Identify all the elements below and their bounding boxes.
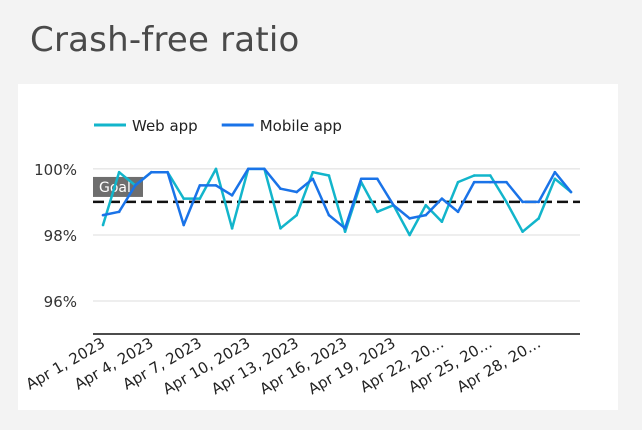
data-point: [456, 210, 460, 214]
data-point: [230, 194, 234, 197]
series-layer: [101, 167, 573, 237]
data-point: [553, 177, 557, 181]
data-point: [279, 227, 282, 230]
y-axis: 96% 98% 100%: [34, 161, 77, 311]
data-point: [521, 230, 524, 233]
chart-title: Crash-free ratio: [30, 20, 300, 60]
data-point: [424, 203, 428, 207]
data-point: [117, 210, 121, 214]
legend-label-0: Web app: [132, 117, 198, 135]
y-tick-label: 98%: [44, 227, 77, 245]
data-point: [230, 227, 234, 230]
data-point: [311, 170, 315, 174]
chart-card: Web app Mobile app 96% 98% 100% Goal Apr 1,…: [18, 84, 618, 410]
data-point: [101, 223, 105, 227]
data-point: [343, 227, 347, 230]
data-point: [214, 184, 218, 187]
data-point: [440, 220, 444, 224]
data-point: [198, 197, 202, 200]
data-point: [117, 170, 121, 174]
data-point: [569, 190, 573, 194]
data-point: [553, 170, 557, 174]
data-point: [263, 167, 266, 171]
data-point: [440, 197, 444, 200]
data-point: [489, 180, 492, 184]
data-point: [376, 210, 379, 214]
data-point: [376, 177, 379, 181]
data-point: [246, 167, 250, 171]
data-point: [537, 217, 541, 220]
data-point: [198, 184, 202, 187]
data-point: [521, 200, 524, 204]
data-point: [101, 213, 105, 217]
data-point: [327, 213, 331, 217]
data-point: [343, 230, 347, 233]
line-chart: Web app Mobile app 96%98%100% Goal Apr 1,…: [23, 117, 580, 398]
data-point: [537, 200, 541, 204]
y-tick-label: 100%: [34, 161, 77, 179]
data-point: [472, 180, 476, 184]
series-line-0: [101, 167, 572, 237]
data-point: [166, 170, 169, 174]
data-point: [424, 213, 428, 217]
data-point: [182, 197, 185, 200]
data-point: [150, 170, 153, 174]
data-point: [182, 223, 185, 227]
data-point: [408, 217, 411, 220]
data-point: [295, 213, 298, 217]
series-line-1: [102, 167, 572, 230]
data-point: [505, 200, 508, 204]
data-point: [489, 174, 492, 177]
legend-label-1: Mobile app: [260, 117, 342, 135]
data-point: [327, 174, 331, 177]
data-point: [456, 180, 460, 184]
data-point: [505, 180, 508, 184]
legend: Web app Mobile app: [94, 117, 342, 135]
data-point: [295, 190, 298, 194]
data-point: [133, 184, 137, 187]
data-point: [472, 174, 476, 177]
data-point: [311, 177, 315, 181]
data-point: [408, 233, 411, 237]
y-tick-label: 96%: [44, 293, 77, 311]
data-point: [359, 177, 363, 181]
data-point: [392, 203, 395, 207]
data-point: [214, 167, 218, 171]
grid: [93, 168, 580, 302]
data-point: [279, 187, 282, 191]
